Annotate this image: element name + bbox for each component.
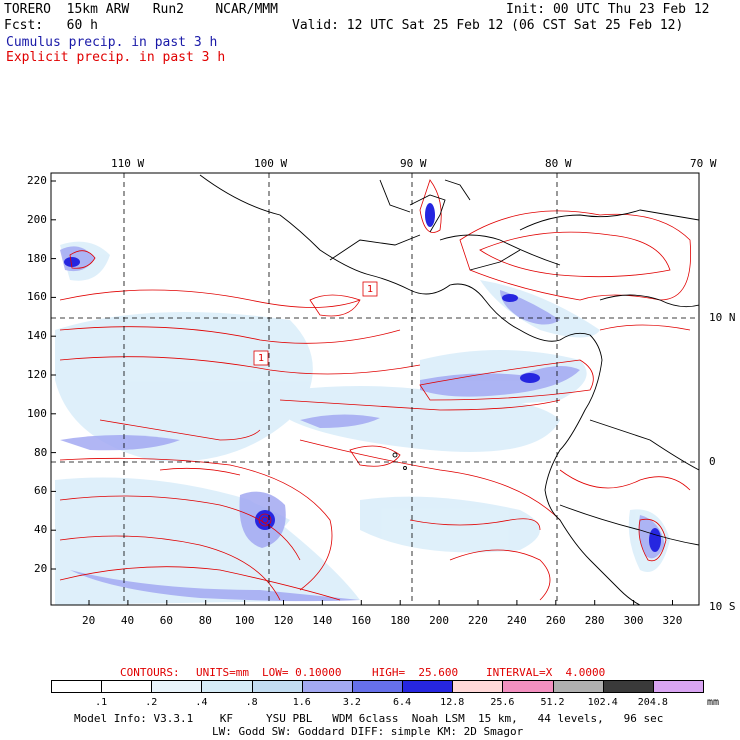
cumulus-heavy-areas [64,203,661,552]
x-tick-label: 20 [82,614,96,627]
x-tick-label: 60 [159,614,174,627]
y-tick-label: 200 [27,212,47,226]
lon-label-100w: 100 W [254,157,288,170]
x-tick-label: 80 [198,614,212,627]
contours-label: CONTOURS: [120,666,180,679]
lon-label-70w: 70 W [690,157,717,170]
colorbar-label: 3.2 [342,697,361,708]
colorbar-swatch [652,680,704,693]
colorbar-label: 1.6 [292,697,311,708]
init-time: Init: 00 UTC Thu 23 Feb 12 [506,2,710,17]
colorbar-label: .2 [145,697,158,708]
y-tick-label: 140 [27,329,47,343]
x-tick-label: 120 [273,614,294,627]
colorbar-label: .1 [95,697,108,708]
field-explicit-label: Explicit precip. in past 3 h [6,50,226,65]
model-info-line2: LW: Godd SW: Goddard DIFF: simple KM: 2D… [212,725,524,738]
colorbar-swatch [402,680,454,693]
y-tick-label: 40 [34,523,48,537]
extremum-label-1: 1 [367,284,374,295]
valid-time: Valid: 12 UTC Sat 25 Feb 12 (06 CST Sat … [292,18,684,33]
contours-units: UNITS=mm [196,666,249,679]
colorbar-label: 6.4 [393,697,412,708]
colorbar-units: mm [707,697,720,708]
x-tick-label: 320 [662,614,683,627]
contours-low: LOW= 0.10000 [262,666,342,679]
extremum-markers [253,281,378,366]
colorbar-swatch [201,680,253,693]
x-tick-label: 160 [351,614,372,627]
x-tick-label: 260 [545,614,566,627]
forecast-hour: Fcst: 60 h [4,18,98,33]
colorbar-label: 102.4 [587,697,618,708]
lat-label-0: 0 [709,455,716,468]
x-tick-label: 40 [120,614,135,627]
colorbar-swatch [452,680,504,693]
colorbar-swatch [602,680,654,693]
x-tick-label: 240 [506,614,527,627]
coastlines [199,174,699,605]
x-tick-label: 100 [234,614,255,627]
extremum-label-2: 1 [258,353,265,364]
y-tick-label: 80 [34,445,48,459]
lat-label-10s: 10 S [709,600,736,613]
x-tick-label: 280 [584,614,605,627]
colorbar-label: 204.8 [637,697,668,708]
contours-interval: INTERVAL=X 4.0000 [486,666,606,679]
y-tick-label: 60 [34,484,48,498]
colorbar-swatch [51,680,103,693]
x-tick-label: 140 [312,614,333,627]
model-info-line1: Model Info: V3.3.1 KF YSU PBL WDM 6class… [74,712,664,725]
colorbar-swatch [251,680,303,693]
lat-label-10n: 10 N [709,311,736,324]
y-tick-label: 120 [27,368,47,381]
x-tick-label: 220 [468,614,488,627]
colorbar-swatch [301,680,353,693]
colorbar-label: 51.2 [540,697,565,708]
colorbar-swatch [351,680,404,693]
y-tick-label: 20 [34,562,48,575]
field-cumulus-label: Cumulus precip. in past 3 h [6,35,218,50]
colorbar-swatch [101,680,153,693]
precip-field [55,174,699,605]
colorbar-swatch [502,680,554,693]
plot-frame [50,172,700,606]
colorbar-label: 12.8 [440,697,465,708]
y-tick-label: 220 [27,174,47,187]
contours-high: HIGH= 25.600 [372,666,459,679]
axis-ticks [51,180,673,605]
lon-label-80w: 80 W [545,157,572,170]
colorbar-label: .8 [245,697,258,708]
x-tick-label: 180 [390,614,411,627]
x-tick-label: 300 [623,614,644,627]
y-tick-label: 160 [27,290,47,304]
y-tick-label: 100 [27,406,47,420]
x-tick-label: 200 [429,614,449,627]
colorbar-swatch [151,680,203,693]
colorbar-swatch [552,680,604,693]
lon-label-110w: 110 W [111,157,145,170]
model-title: TORERO 15km ARW Run2 NCAR/MMM [4,2,278,17]
explicit-contours [59,179,691,601]
colorbar-label: 25.6 [490,697,515,708]
lon-label-90w: 90 W [400,157,427,170]
graticule [51,173,699,605]
y-tick-label: 180 [27,251,47,265]
colorbar-label: .4 [195,697,208,708]
